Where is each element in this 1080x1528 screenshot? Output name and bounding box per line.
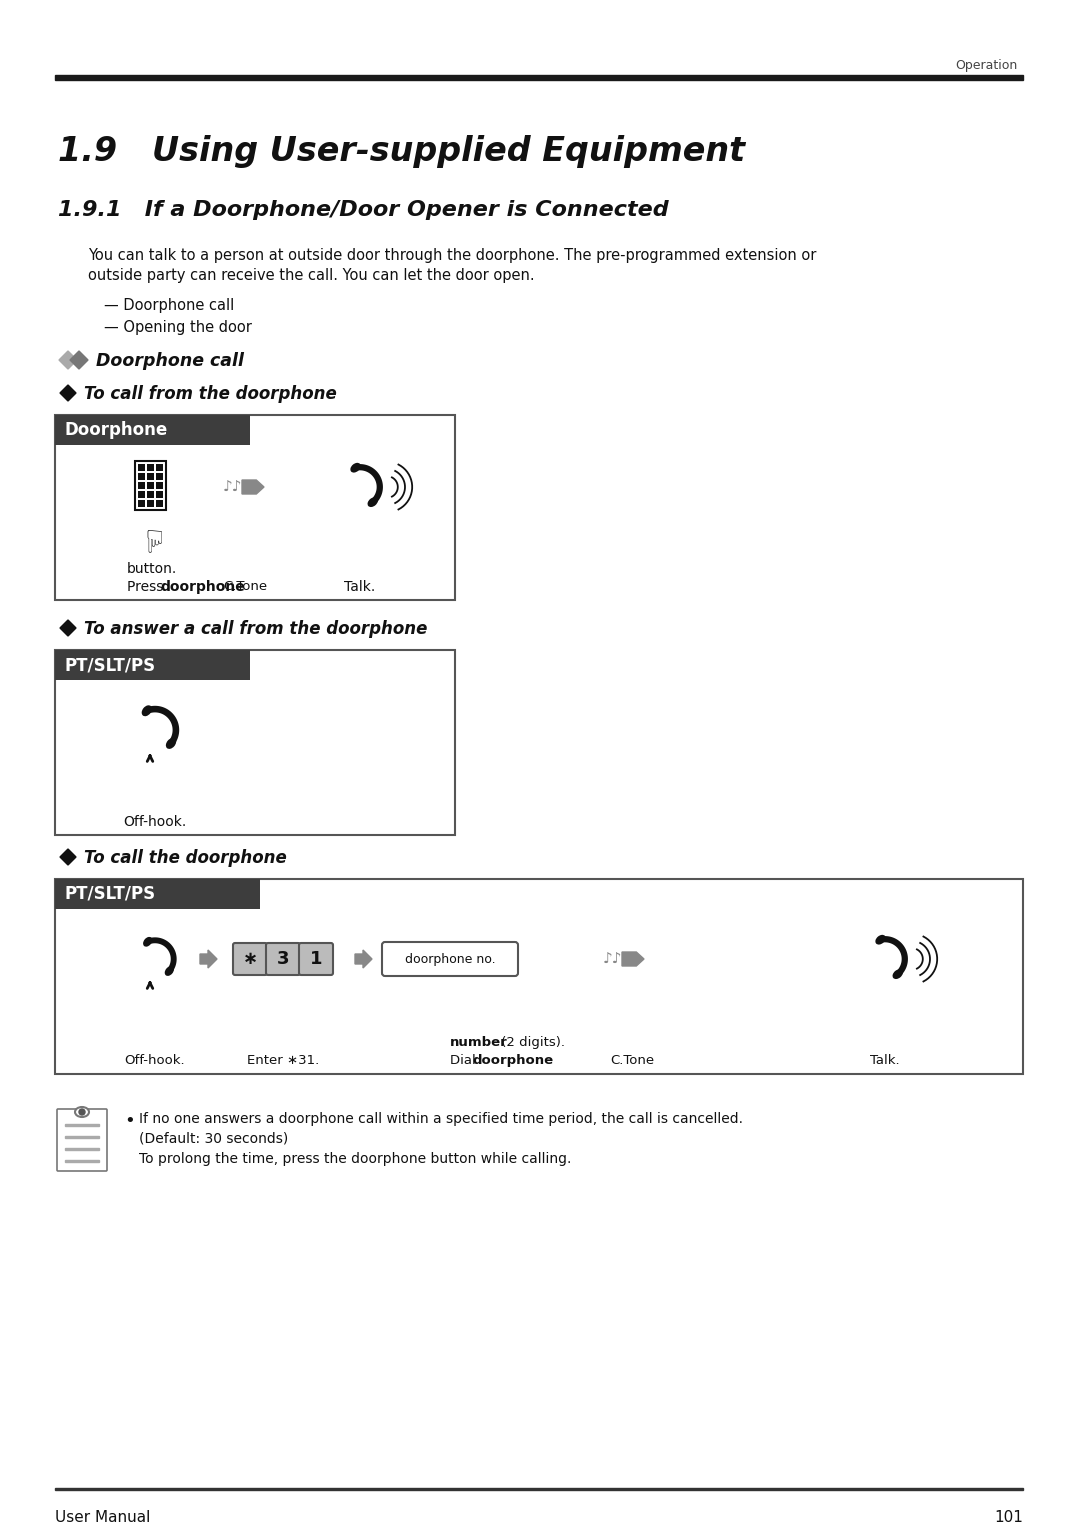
Text: If no one answers a doorphone call within a specified time period, the call is c: If no one answers a doorphone call withi… — [139, 1112, 743, 1126]
Text: doorphone: doorphone — [160, 581, 245, 594]
Text: 101: 101 — [994, 1510, 1023, 1525]
Text: User Manual: User Manual — [55, 1510, 150, 1525]
Text: 1: 1 — [310, 950, 322, 969]
Circle shape — [79, 1109, 85, 1115]
Polygon shape — [200, 950, 217, 969]
Bar — [137, 472, 145, 480]
Text: Enter ​∗​31.: Enter ​∗​31. — [247, 1054, 319, 1067]
FancyBboxPatch shape — [266, 943, 300, 975]
Text: To prolong the time, press the doorphone button while calling.: To prolong the time, press the doorphone… — [139, 1152, 571, 1166]
Text: number: number — [450, 1036, 508, 1050]
FancyBboxPatch shape — [233, 943, 267, 975]
Ellipse shape — [876, 935, 886, 944]
Bar — [147, 490, 153, 498]
Bar — [55, 1488, 1023, 1490]
FancyBboxPatch shape — [57, 1109, 107, 1170]
Text: PT/SLT/PS: PT/SLT/PS — [65, 885, 157, 903]
Polygon shape — [60, 620, 76, 636]
Polygon shape — [60, 850, 76, 865]
Bar — [55, 416, 249, 445]
Text: ♪♪: ♪♪ — [603, 952, 622, 967]
Text: Doorphone: Doorphone — [65, 422, 168, 439]
Bar — [156, 500, 162, 506]
Text: Doorphone call: Doorphone call — [96, 351, 244, 370]
Polygon shape — [355, 950, 372, 969]
Text: 1.9   Using User-supplied Equipment: 1.9 Using User-supplied Equipment — [58, 134, 745, 168]
Text: ∗: ∗ — [242, 950, 257, 969]
FancyBboxPatch shape — [299, 943, 333, 975]
Bar — [55, 649, 455, 834]
Text: To call from the doorphone: To call from the doorphone — [84, 385, 337, 403]
Ellipse shape — [892, 969, 903, 979]
Text: PT/SLT/PS: PT/SLT/PS — [65, 656, 157, 674]
Text: doorphone: doorphone — [472, 1054, 553, 1067]
Bar — [147, 463, 153, 471]
Polygon shape — [70, 351, 87, 368]
Ellipse shape — [165, 966, 174, 976]
Bar — [137, 500, 145, 506]
Bar — [156, 490, 162, 498]
Text: — Opening the door: — Opening the door — [104, 319, 252, 335]
Bar — [156, 472, 162, 480]
Text: (Default: 30 seconds): (Default: 30 seconds) — [139, 1132, 288, 1146]
Bar — [137, 490, 145, 498]
Ellipse shape — [75, 1106, 89, 1117]
Ellipse shape — [166, 738, 176, 749]
Text: 1.9.1   If a Doorphone/Door Opener is Connected: 1.9.1 If a Doorphone/Door Opener is Conn… — [58, 200, 669, 220]
Bar — [55, 75, 1023, 79]
Bar — [137, 481, 145, 489]
Text: Talk.: Talk. — [870, 1054, 900, 1067]
Text: Press: Press — [127, 581, 167, 594]
Text: button.: button. — [127, 562, 177, 576]
Polygon shape — [59, 351, 77, 368]
Text: ♪♪: ♪♪ — [222, 480, 242, 495]
Ellipse shape — [367, 497, 378, 507]
Bar — [55, 879, 1023, 1074]
Text: •: • — [124, 1112, 135, 1131]
Bar — [137, 463, 145, 471]
Bar — [55, 416, 455, 601]
Ellipse shape — [141, 706, 152, 717]
Bar — [135, 460, 165, 509]
Bar — [147, 472, 153, 480]
Bar — [147, 481, 153, 489]
Text: To answer a call from the doorphone: To answer a call from the doorphone — [84, 620, 428, 639]
Text: Dial: Dial — [450, 1054, 480, 1067]
Bar — [65, 1125, 99, 1126]
Bar — [156, 481, 162, 489]
Text: You can talk to a person at outside door through the doorphone. The pre-programm: You can talk to a person at outside door… — [87, 248, 816, 263]
Text: Off-hook.: Off-hook. — [124, 1054, 186, 1067]
FancyBboxPatch shape — [382, 941, 518, 976]
Polygon shape — [60, 385, 76, 400]
Bar — [55, 649, 249, 680]
Text: Off-hook.: Off-hook. — [123, 814, 187, 830]
Text: To call the doorphone: To call the doorphone — [84, 850, 287, 866]
Text: C.Tone: C.Tone — [610, 1054, 654, 1067]
Bar — [55, 879, 260, 909]
Bar — [147, 500, 153, 506]
Bar — [65, 1135, 99, 1138]
Text: C.Tone: C.Tone — [222, 581, 267, 593]
Ellipse shape — [350, 463, 361, 472]
Text: — Doorphone call: — Doorphone call — [104, 298, 234, 313]
Ellipse shape — [143, 937, 152, 947]
Bar — [65, 1148, 99, 1151]
Text: 3: 3 — [276, 950, 289, 969]
Text: outside party can receive the call. You can let the door open.: outside party can receive the call. You … — [87, 267, 535, 283]
Text: (2 digits).: (2 digits). — [497, 1036, 565, 1050]
Text: ☝: ☝ — [140, 523, 160, 552]
Text: Talk.: Talk. — [345, 581, 376, 594]
Polygon shape — [622, 952, 644, 966]
Bar — [156, 463, 162, 471]
Polygon shape — [242, 480, 264, 494]
Text: doorphone no.: doorphone no. — [405, 952, 496, 966]
Text: Operation: Operation — [956, 60, 1018, 72]
Bar — [65, 1160, 99, 1161]
